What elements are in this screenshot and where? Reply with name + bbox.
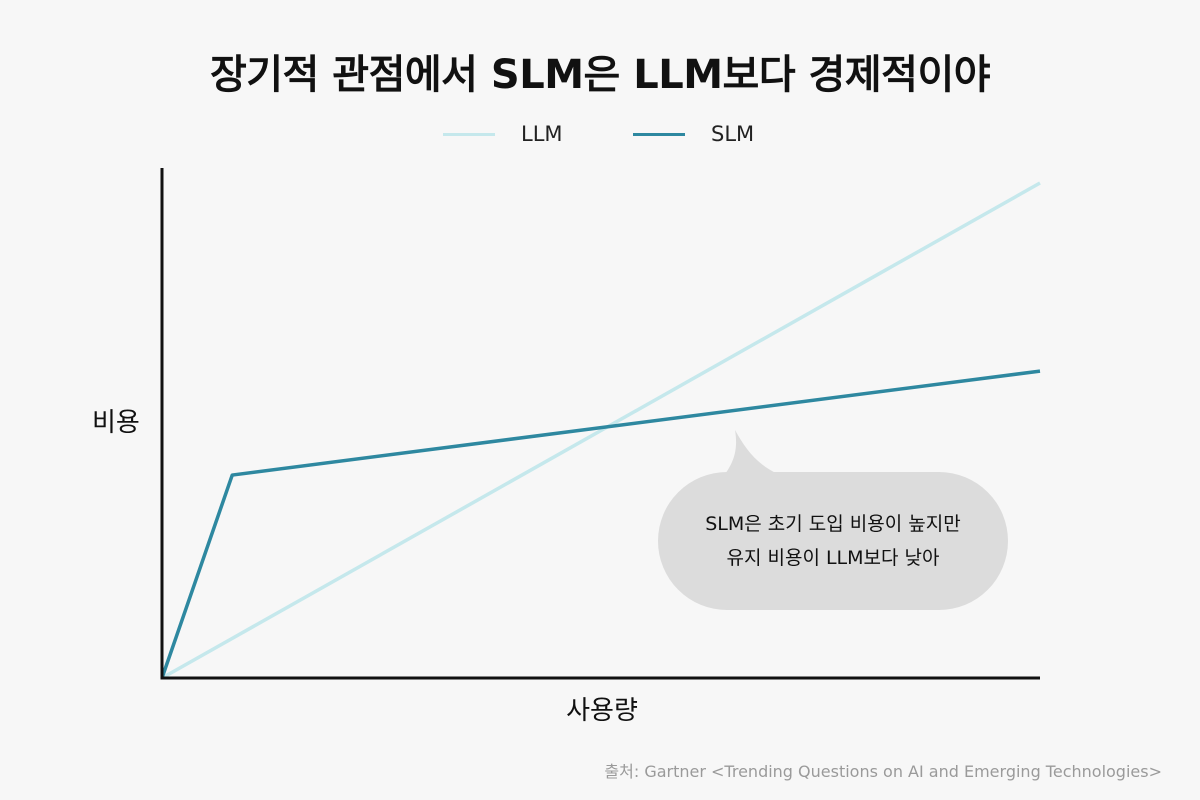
annotation-line-1: SLM은 초기 도입 비용이 높지만: [705, 513, 961, 535]
series-layer: [160, 181, 1041, 680]
x-axis-label: 사용량: [566, 696, 638, 726]
legend-swatch-slm: [633, 132, 685, 136]
legend-label-slm: SLM: [711, 122, 755, 146]
legend-item-llm: LLM: [443, 118, 563, 150]
series-line-llm: [161, 181, 1041, 680]
legend: LLM SLM: [0, 118, 1200, 150]
legend-label-llm: LLM: [521, 122, 563, 146]
chart-title: 장기적 관점에서 SLM은 LLM보다 경제적이야: [209, 52, 991, 98]
legend-item-slm: SLM: [633, 118, 754, 150]
annotation-line-2: 유지 비용이 LLM보다 낮아: [726, 547, 940, 569]
legend-swatch-llm: [443, 132, 495, 136]
source-citation: 출처: Gartner <Trending Questions on AI an…: [604, 762, 1162, 781]
annotation-speech-bubble: SLM은 초기 도입 비용이 높지만 유지 비용이 LLM보다 낮아: [658, 472, 1008, 610]
series-line-slm: [160, 369, 1041, 679]
y-axis-label: 비용: [92, 408, 140, 438]
